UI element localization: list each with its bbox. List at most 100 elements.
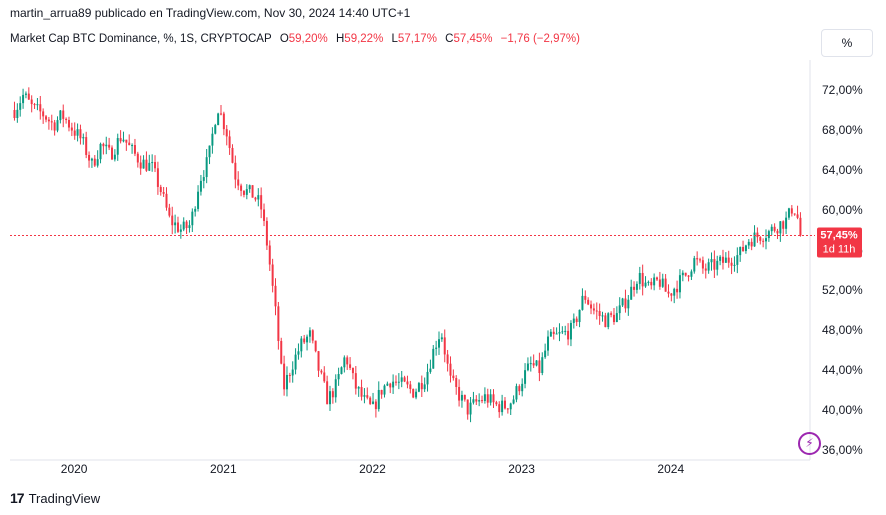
candle-body (747, 241, 750, 246)
candle-body (85, 137, 88, 155)
candle-body (288, 374, 291, 376)
tradingview-footer: 17 TradingView (10, 490, 100, 506)
candle-body (684, 272, 687, 276)
price-axis[interactable]: 36,00%40,00%44,00%48,00%52,00%56,00%60,0… (822, 83, 863, 457)
candle-body (303, 338, 306, 343)
candle-body (552, 331, 555, 335)
candle-body (179, 229, 182, 232)
candle-body (601, 315, 604, 317)
candle-body (719, 256, 722, 261)
candle-body (308, 330, 311, 337)
candle-body (90, 158, 93, 161)
candle-body (300, 338, 303, 352)
candle-body (555, 333, 558, 335)
close-label: C (445, 33, 454, 45)
candle-body (466, 399, 469, 415)
candle-body (475, 399, 478, 402)
candle-body (598, 311, 601, 316)
candle-body (343, 357, 346, 368)
candle-body (159, 186, 162, 193)
candle-body (148, 162, 151, 171)
symbol-label: Market Cap BTC Dominance, %, 1S, CRYPTOC… (10, 33, 272, 45)
candle-body (383, 385, 386, 395)
candle-body (676, 288, 679, 293)
candle-body (263, 209, 266, 221)
candle-body (400, 377, 403, 382)
candle-body (182, 221, 185, 230)
candle-body (756, 232, 759, 238)
current-price-tag: 57,45% 1d 11h (817, 227, 862, 258)
candle-body (535, 360, 538, 366)
candle-body (558, 332, 561, 334)
candle-body (793, 213, 796, 215)
percent-scale-button[interactable]: % (821, 29, 873, 57)
tradingview-logo-text: TradingView (28, 490, 101, 506)
candle-body (65, 118, 68, 120)
candle-body (79, 129, 82, 139)
candle-body (547, 336, 550, 351)
candle-body (512, 399, 515, 404)
candle-body (16, 109, 19, 118)
candle-body (314, 340, 317, 352)
candle-body (710, 259, 713, 263)
candle-body (733, 264, 736, 266)
candle-body (13, 110, 16, 118)
candle-body (415, 391, 418, 398)
candle-body (572, 318, 575, 323)
candle-body (222, 113, 225, 130)
candle-body (423, 384, 426, 390)
candle-body (647, 281, 650, 283)
candle-body (463, 394, 466, 400)
candle-body (773, 226, 776, 231)
candle-body (765, 238, 768, 242)
candle-body (716, 260, 719, 270)
candle-body (372, 401, 375, 404)
candle-body (369, 397, 372, 404)
candle-body (787, 208, 790, 218)
candle-body (759, 237, 762, 241)
candle-body (133, 145, 136, 154)
candle-body (739, 246, 742, 256)
time-axis[interactable]: 2020 2021 2022 2023 2024 (61, 462, 685, 476)
btc-dominance-chart[interactable]: 36,00%40,00%44,00%48,00%52,00%56,00%60,0… (0, 60, 886, 490)
candle-body (575, 318, 578, 323)
x-tick-label: 2020 (61, 462, 88, 476)
candle-body (317, 351, 320, 371)
ohlc-legend: Market Cap BTC Dominance, %, 1S, CRYPTOC… (10, 33, 580, 45)
y-tick-label: 36,00% (822, 443, 863, 457)
candle-body (397, 381, 400, 383)
candle-body (770, 226, 773, 232)
candle-body (624, 298, 627, 309)
lightning-icon[interactable]: ⚡ (798, 432, 821, 455)
candle-body (799, 217, 802, 236)
candle-body (432, 348, 435, 369)
countdown-value: 1d 11h (823, 244, 856, 256)
candle-body (99, 143, 102, 160)
candle-body (271, 264, 274, 286)
candle-body (214, 125, 217, 134)
candle-body (283, 363, 286, 390)
candle-body (349, 364, 352, 368)
candle-body (481, 400, 484, 402)
current-price-value: 57,45% (820, 230, 858, 242)
candle-body (131, 145, 134, 147)
candle-body (541, 357, 544, 374)
candle-body (509, 403, 512, 410)
candle-body (194, 208, 197, 212)
candle-body (162, 192, 165, 194)
candle-body (538, 360, 541, 374)
candle-body (254, 197, 257, 200)
x-tick-label: 2023 (508, 462, 535, 476)
candle-body (24, 93, 27, 95)
candle-body (727, 257, 730, 263)
candle-body (62, 110, 65, 119)
candle-body (357, 387, 360, 389)
candle-body (644, 282, 647, 287)
candle-body (417, 383, 420, 392)
candle-body (621, 298, 624, 306)
candle-body (225, 129, 228, 137)
candle-body (108, 144, 111, 148)
candle-body (22, 94, 25, 104)
candle-body (248, 185, 251, 190)
candle-body (529, 363, 532, 365)
